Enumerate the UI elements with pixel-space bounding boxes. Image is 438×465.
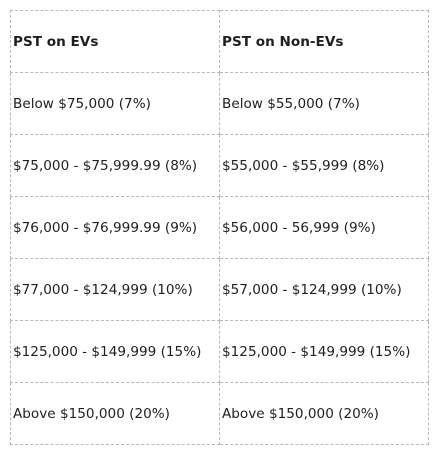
cell-evs: $77,000 - $124,999 (10%) xyxy=(10,258,220,321)
cell-evs: $76,000 - $76,999.99 (9%) xyxy=(10,196,220,259)
table-row: $125,000 - $149,999 (15%) $125,000 - $14… xyxy=(10,320,429,383)
cell-non-evs: Above $150,000 (20%) xyxy=(219,382,429,445)
table-header-row: PST on EVs PST on Non-EVs xyxy=(10,10,429,73)
cell-evs: $125,000 - $149,999 (15%) xyxy=(10,320,220,383)
header-pst-non-evs: PST on Non-EVs xyxy=(219,10,429,73)
table-row: $76,000 - $76,999.99 (9%) $56,000 - 56,9… xyxy=(10,196,429,259)
cell-non-evs: $55,000 - $55,999 (8%) xyxy=(219,134,429,197)
header-pst-evs: PST on EVs xyxy=(10,10,220,73)
cell-evs: Above $150,000 (20%) xyxy=(10,382,220,445)
pst-table: PST on EVs PST on Non-EVs Below $75,000 … xyxy=(10,10,429,445)
table-row: Below $75,000 (7%) Below $55,000 (7%) xyxy=(10,72,429,135)
table-row: $75,000 - $75,999.99 (8%) $55,000 - $55,… xyxy=(10,134,429,197)
cell-non-evs: $57,000 - $124,999 (10%) xyxy=(219,258,429,321)
cell-non-evs: $56,000 - 56,999 (9%) xyxy=(219,196,429,259)
cell-evs: Below $75,000 (7%) xyxy=(10,72,220,135)
table-row: $77,000 - $124,999 (10%) $57,000 - $124,… xyxy=(10,258,429,321)
cell-non-evs: $125,000 - $149,999 (15%) xyxy=(219,320,429,383)
table-row: Above $150,000 (20%) Above $150,000 (20%… xyxy=(10,382,429,445)
cell-evs: $75,000 - $75,999.99 (8%) xyxy=(10,134,220,197)
cell-non-evs: Below $55,000 (7%) xyxy=(219,72,429,135)
